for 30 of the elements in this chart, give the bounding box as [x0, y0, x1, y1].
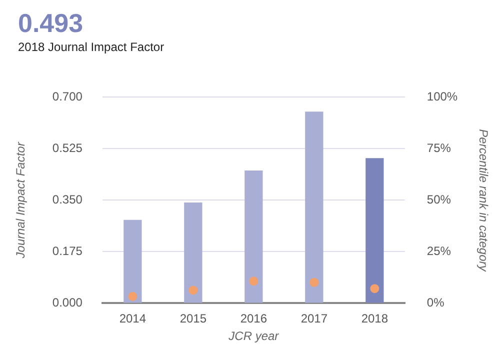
y-tick-label: 0.700 — [52, 90, 83, 104]
bar — [366, 158, 384, 303]
point — [310, 278, 319, 287]
y-tick-label: 0.000 — [52, 296, 83, 310]
y2-tick-label: 25% — [426, 244, 452, 258]
point — [188, 286, 198, 295]
chart-subtitle: 2018 Journal Impact Factor — [18, 40, 164, 54]
bar — [124, 220, 142, 303]
x-axis-title: JCR year — [228, 329, 280, 344]
y-tick-label: 0.350 — [52, 192, 83, 207]
y2-tick-label: 75% — [426, 141, 452, 156]
y-axis-title: Journal Impact Factor — [14, 141, 28, 260]
bar — [184, 202, 202, 303]
y2-tick-label: 50% — [426, 192, 452, 207]
point — [370, 284, 380, 294]
x-tick-label: 2018 — [361, 312, 388, 326]
y2-tick-label: 0% — [426, 296, 445, 310]
x-tick-label: 2015 — [180, 312, 207, 326]
x-tick-label: 2017 — [300, 312, 328, 326]
point — [128, 292, 138, 301]
x-tick-label: 2016 — [240, 312, 268, 326]
bar — [244, 170, 263, 303]
y-tick-label: 0.175 — [52, 244, 83, 258]
y2-tick-label: 100% — [426, 90, 458, 104]
x-tick-label: 2014 — [119, 312, 146, 326]
bar — [305, 112, 324, 303]
chart-title: 0.493 — [18, 8, 84, 39]
y2-axis-title: Percentile rank in category — [476, 129, 490, 272]
y-tick-label: 0.525 — [52, 141, 83, 156]
point — [249, 276, 258, 286]
